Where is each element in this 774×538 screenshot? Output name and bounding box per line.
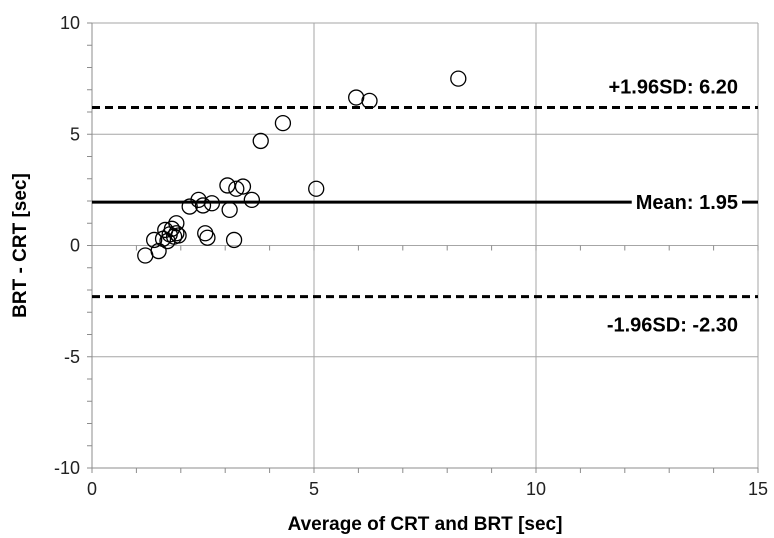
label-background [631,192,742,215]
data-point [199,229,216,246]
x-tick-label: 10 [526,479,546,499]
axes [87,22,759,473]
y-tick-label: 10 [60,13,80,33]
data-point [228,180,245,197]
data-point [168,215,185,232]
y-tick-label: -10 [54,458,80,478]
data-point [146,231,163,249]
data-point [203,195,221,212]
reference-line-label: +1.96SD: 6.20 [608,77,738,99]
data-point [168,225,185,242]
y-tick-label: -5 [64,347,80,367]
data-point [234,178,252,195]
x-axis-title: Average of CRT and BRT [sec] [288,514,563,535]
reference-line-labels: +1.96SD: 6.20 Mean: 1.95 -1.96SD: -2.30 [607,77,742,337]
y-tick-label: 0 [70,236,80,256]
data-point [274,114,292,132]
reference-line-label: -1.96SD: -2.30 [607,315,738,337]
data-point [348,89,365,106]
data-point [163,220,181,237]
y-tick-label: 5 [70,124,80,144]
data-point [181,198,198,215]
data-point [361,92,378,110]
data-point [243,191,260,209]
x-tick-label: 5 [309,479,319,499]
x-tick-label: 15 [748,479,768,499]
data-point [170,227,187,244]
data-point [190,191,207,209]
data-point [308,180,325,197]
data-point [252,132,269,150]
y-axis-title: BRT - CRT [sec] [10,173,31,318]
data-point [450,70,467,87]
data-point [150,242,167,260]
tick-labels: 0 5 10 15 -10 -5 0 5 10 [54,13,768,499]
data-point [221,201,238,219]
reference-line-label: Mean: 1.95 [636,192,738,214]
data-point [194,197,212,214]
data-points [137,70,467,264]
x-tick-label: 0 [87,479,97,499]
data-point [225,231,243,249]
